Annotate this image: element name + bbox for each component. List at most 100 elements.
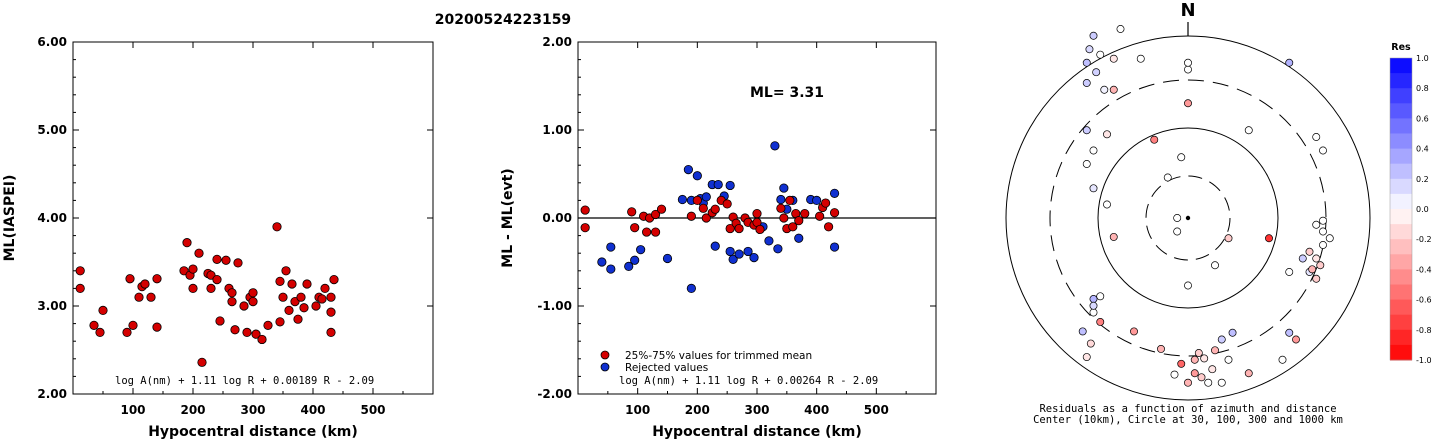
colorbar-tick-label: 0.8	[1416, 84, 1429, 93]
station-residual-point	[1163, 173, 1172, 182]
data-point	[98, 305, 108, 315]
station-residual-point	[1109, 85, 1118, 94]
data-point	[152, 274, 162, 284]
rejected-point	[710, 241, 720, 251]
colorbar-tick-label: 0.4	[1416, 145, 1429, 154]
ring-1000km	[1005, 35, 1371, 401]
station-residual-point	[1224, 355, 1233, 364]
rejected-point	[624, 261, 634, 271]
colorbar-tick-label: 0.0	[1416, 205, 1429, 214]
colorbar-tick-label: 0.2	[1416, 175, 1429, 184]
data-point	[215, 316, 225, 326]
station-residual-point	[1208, 365, 1217, 374]
trimmed-point	[794, 216, 804, 226]
data-point	[125, 274, 135, 284]
trimmed-point	[692, 195, 702, 205]
trimmed-point	[776, 203, 786, 213]
rejected-point	[713, 179, 723, 190]
colorbar-cell	[1390, 269, 1412, 285]
ring-100km	[1097, 127, 1279, 309]
data-point	[95, 327, 105, 337]
x-tick-label: 100	[120, 403, 145, 417]
rejected-point	[677, 194, 688, 205]
y-tick-label: 5.00	[37, 123, 67, 137]
data-point	[194, 248, 204, 258]
rejected-point	[779, 183, 789, 193]
data-point	[275, 276, 285, 286]
trimmed-point	[650, 209, 661, 220]
station-residual-point	[1082, 353, 1091, 361]
station-residual-point	[1085, 45, 1094, 54]
x-tick-label: 400	[804, 403, 829, 417]
formula-label: log A(nm) + 1.11 log R + 0.00189 R - 2.0…	[115, 375, 374, 387]
data-point	[326, 307, 336, 317]
x-axis-label: Hypocentral distance (km)	[148, 424, 358, 440]
colorbar-cell	[1390, 314, 1412, 331]
data-point	[188, 264, 198, 274]
data-point	[281, 266, 291, 276]
residual-colorbar: Res 1.0 0.8 0.6 0.4 0.2 0.0 -0.2 -0.4 -0.6 -0.8 -1…	[1389, 42, 1432, 365]
station-residual-point	[1325, 234, 1334, 243]
y-ticks: 2.00 3.00 4.00 5.00 6.00	[37, 35, 433, 401]
station-residual-point	[1285, 328, 1294, 337]
station-residual-point	[1319, 216, 1327, 225]
rejected-point	[829, 188, 840, 198]
station-residual-point	[1089, 184, 1098, 193]
trimmed-point	[785, 195, 795, 205]
data-points	[75, 222, 339, 367]
rejected-point	[692, 171, 702, 181]
x-tick-label: 400	[300, 403, 325, 417]
north-label: N	[1180, 0, 1195, 21]
station-residual-point	[1200, 354, 1209, 363]
station-residual-point	[1082, 79, 1091, 87]
station-residual-point	[1194, 349, 1203, 357]
legend-trimmed-marker	[600, 350, 610, 360]
station-residual-point	[1217, 378, 1226, 387]
station-residual-point	[1100, 85, 1109, 94]
x-tick-label: 300	[240, 403, 265, 417]
station-residual-point	[1170, 370, 1179, 379]
rejected-point	[662, 253, 673, 264]
station-residual-point	[1092, 68, 1101, 77]
trimmed-point	[821, 198, 831, 208]
trimmed-point	[686, 211, 696, 221]
station-residual-point	[1078, 327, 1087, 336]
station-residual-point	[1244, 369, 1253, 378]
plot-frame	[72, 41, 434, 395]
data-point	[329, 274, 339, 285]
trimmed-point	[800, 209, 810, 219]
colorbar-cell	[1390, 88, 1412, 104]
station-residual-point	[1116, 25, 1125, 33]
colorbar-tick-label: -0.6	[1416, 296, 1432, 305]
station-residual-point	[1082, 126, 1091, 135]
colorbar-cell	[1390, 163, 1412, 180]
formula-label: log A(nm) + 1.11 log R + 0.00264 R - 2.0…	[619, 375, 878, 387]
rejected-point	[686, 283, 696, 293]
colorbar-cells	[1389, 57, 1413, 361]
station-residual-point	[1096, 318, 1105, 326]
residual-distance-panel: 100 200 300 400 500 -2.00 -1.00 0.00 1.00 2.00 M…	[500, 35, 937, 440]
data-point	[320, 283, 330, 293]
colorbar-tick-label: 0.6	[1416, 114, 1429, 123]
station-residual-point	[1177, 153, 1186, 162]
station-residual-point	[1136, 54, 1145, 63]
data-point	[296, 292, 306, 302]
station-residual-point	[1211, 346, 1219, 355]
data-point	[230, 325, 240, 335]
station-residual-point	[1319, 227, 1327, 236]
caption-line-1: Residuals as a function of azimuth and d…	[1039, 403, 1336, 415]
y-axis-label: ML - ML(evt)	[500, 168, 516, 267]
colorbar-cell	[1390, 224, 1412, 240]
rejected-point	[728, 254, 738, 264]
colorbar-cell	[1390, 73, 1412, 89]
colorbar-tick-label: -1.0	[1416, 356, 1432, 365]
colorbar-tick-label: -0.8	[1416, 326, 1432, 335]
station-residual-point	[1096, 50, 1105, 59]
y-tick-label: 1.00	[542, 123, 572, 137]
data-point	[287, 279, 297, 289]
y-tick-label: 2.00	[37, 387, 67, 401]
station-residual-point	[1312, 133, 1321, 141]
station-residual-point	[1298, 254, 1307, 263]
data-point	[227, 296, 237, 307]
data-point	[128, 320, 138, 330]
